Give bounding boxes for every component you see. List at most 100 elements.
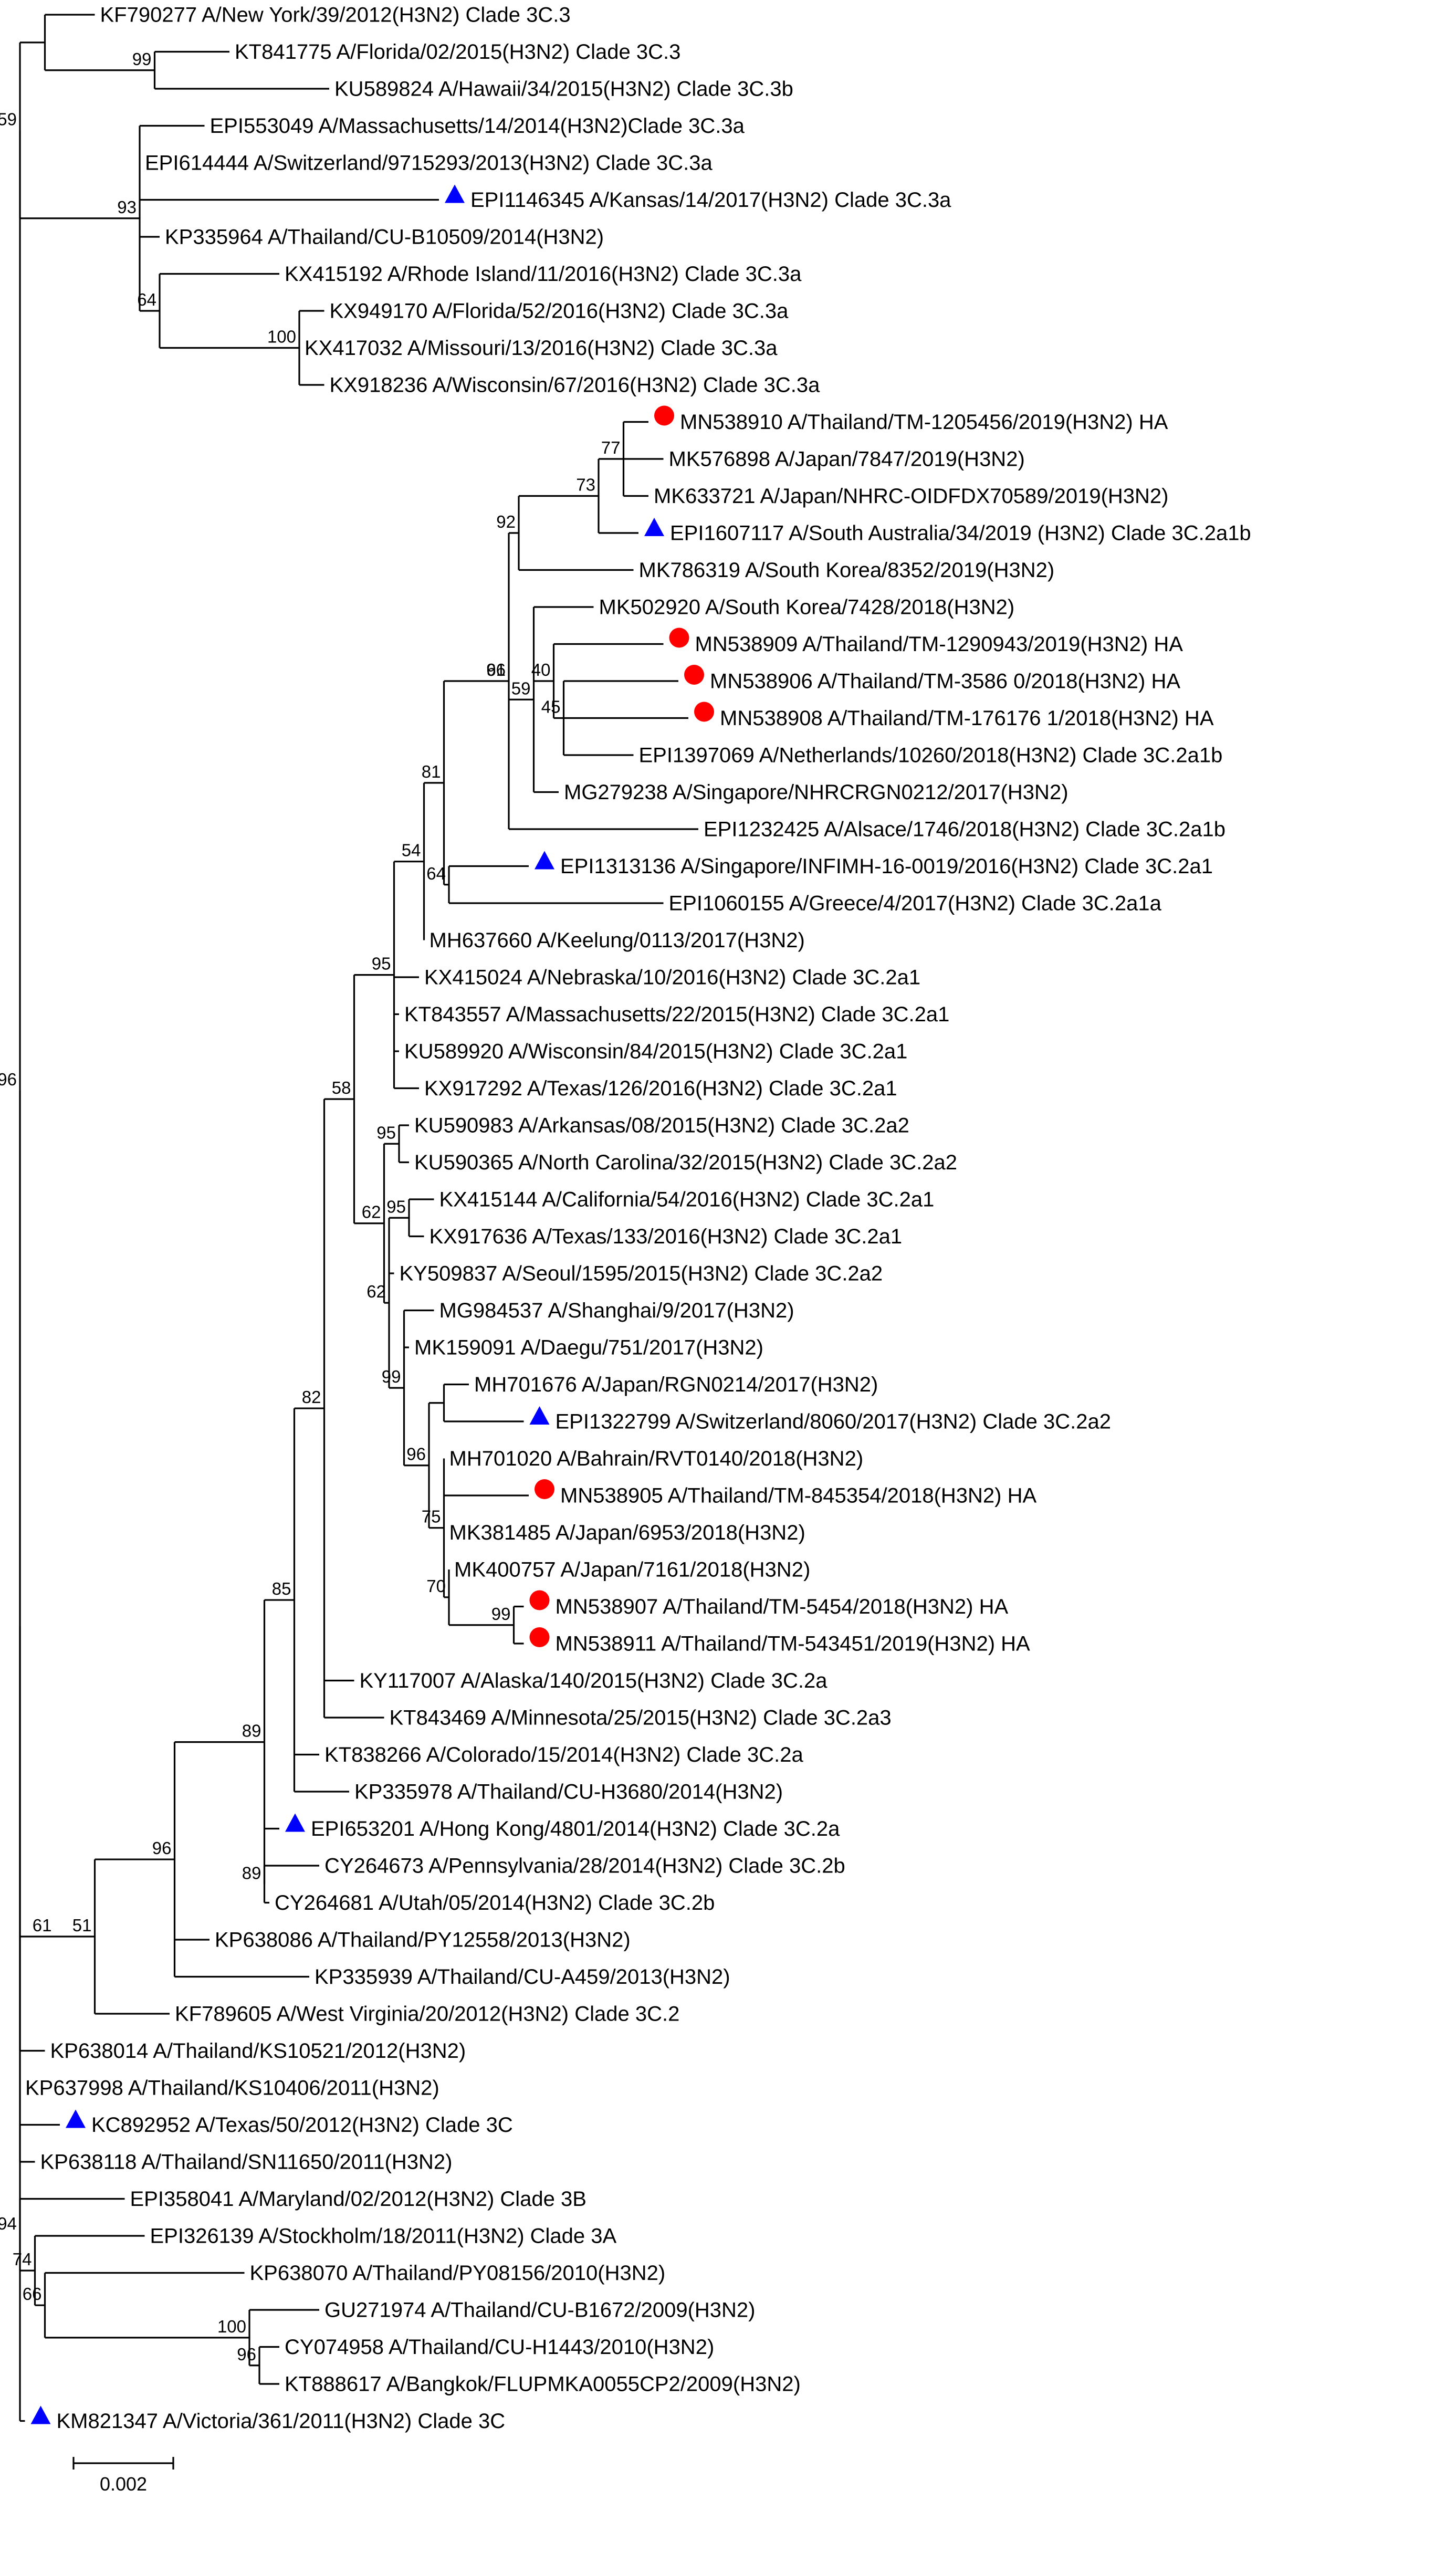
bootstrap-value: 94	[0, 2214, 17, 2233]
leaf-label: MK381485 A/Japan/6953/2018(H3N2)	[449, 1521, 805, 1544]
bootstrap-value: 96	[0, 1070, 17, 1089]
leaf-label: MN538911 A/Thailand/TM-543451/2019(H3N2)…	[556, 1633, 1031, 1656]
bootstrap-value: 99	[382, 1367, 401, 1386]
bootstrap-value: 96	[486, 660, 506, 679]
leaf-label: MN538905 A/Thailand/TM-845354/2018(H3N2)…	[560, 1484, 1036, 1508]
bootstrap-value: 59	[0, 109, 17, 129]
bootstrap-value: 82	[302, 1387, 321, 1407]
leaf-label: KU589824 A/Hawaii/34/2015(H3N2) Clade 3C…	[334, 78, 793, 101]
leaf-label: KP638118 A/Thailand/SN11650/2011(H3N2)	[40, 2151, 453, 2174]
leaf-label: KF790277 A/New York/39/2012(H3N2) Clade …	[100, 4, 571, 27]
bootstrap-value: 85	[272, 1579, 291, 1598]
leaf-label: EPI1313136 A/Singapore/INFIMH-16-0019/20…	[560, 855, 1213, 878]
leaf-label: MK576898 A/Japan/7847/2019(H3N2)	[669, 448, 1025, 471]
leaf-label: KX917636 A/Texas/133/2016(H3N2) Clade 3C…	[430, 1225, 903, 1248]
leaf-label: MN538907 A/Thailand/TM-5454/2018(H3N2) H…	[556, 1595, 1009, 1618]
leaf-label: KP638086 A/Thailand/PY12558/2013(H3N2)	[215, 1929, 631, 1952]
reference-strain-marker-icon	[535, 851, 554, 870]
leaf-label: MH701676 A/Japan/RGN0214/2017(H3N2)	[474, 1373, 878, 1396]
study-sequence-marker-icon	[529, 1627, 550, 1647]
bootstrap-value: 64	[426, 864, 446, 883]
leaf-label: EPI614444 A/Switzerland/9715293/2013(H3N…	[145, 152, 713, 175]
leaf-label: KU590365 A/North Carolina/32/2015(H3N2) …	[414, 1151, 957, 1174]
leaf-label: KT841775 A/Florida/02/2015(H3N2) Clade 3…	[235, 40, 680, 64]
bootstrap-value: 73	[576, 475, 595, 495]
leaf-label: KT888617 A/Bangkok/FLUPMKA0055CP2/2009(H…	[285, 2373, 801, 2396]
bootstrap-value: 51	[72, 1916, 92, 1935]
leaf-label: EPI1146345 A/Kansas/14/2017(H3N2) Clade …	[470, 189, 951, 212]
leaf-label: KX917292 A/Texas/126/2016(H3N2) Clade 3C…	[424, 1077, 897, 1100]
leaf-label: MH637660 A/Keelung/0113/2017(H3N2)	[430, 929, 805, 952]
leaf-label: KX415024 A/Nebraska/10/2016(H3N2) Clade …	[424, 966, 920, 989]
study-sequence-marker-icon	[535, 1479, 554, 1499]
reference-strain-marker-icon	[445, 184, 465, 203]
study-sequence-marker-icon	[694, 702, 714, 722]
leaf-label: EPI1232425 A/Alsace/1746/2018(H3N2) Clad…	[704, 818, 1225, 841]
leaf-label: EPI1322799 A/Switzerland/8060/2017(H3N2)…	[556, 1410, 1111, 1434]
leaf-label: MK786319 A/South Korea/8352/2019(H3N2)	[639, 559, 1055, 582]
bootstrap-value: 77	[601, 438, 621, 457]
leaf-label: KX415144 A/California/54/2016(H3N2) Clad…	[439, 1188, 935, 1211]
bootstrap-value: 100	[267, 327, 296, 347]
leaf-label: EPI553049 A/Massachusetts/14/2014(H3N2)C…	[210, 114, 745, 138]
leaf-label: MN538908 A/Thailand/TM-176176 1/2018(H3N…	[720, 707, 1214, 730]
leaf-label: MK400757 A/Japan/7161/2018(H3N2)	[454, 1558, 810, 1582]
leaf-label: EPI1397069 A/Netherlands/10260/2018(H3N2…	[639, 744, 1223, 767]
leaf-label: MK633721 A/Japan/NHRC-OIDFDX70589/2019(H…	[654, 485, 1169, 508]
bootstrap-value: 70	[426, 1576, 446, 1596]
leaf-label: KT838266 A/Colorado/15/2014(H3N2) Clade …	[324, 1743, 803, 1766]
leaf-label: KP335939 A/Thailand/CU-A459/2013(H3N2)	[315, 1965, 730, 1989]
bootstrap-value: 81	[422, 762, 441, 781]
bootstrap-value: 75	[422, 1507, 441, 1526]
bootstrap-value: 95	[376, 1123, 396, 1142]
scale-bar: 0.002	[72, 2457, 174, 2495]
reference-strain-marker-icon	[30, 2405, 51, 2424]
bootstrap-value: 66	[23, 2284, 42, 2304]
study-sequence-marker-icon	[684, 665, 704, 685]
bootstrap-value: 59	[511, 678, 531, 698]
reference-strain-marker-icon	[529, 1406, 550, 1425]
bootstrap-value: 99	[132, 49, 152, 69]
leaf-label: KP638014 A/Thailand/KS10521/2012(H3N2)	[50, 2039, 466, 2063]
leaf-label: MN538906 A/Thailand/TM-3586 0/2018(H3N2)…	[710, 670, 1180, 693]
leaf-label: KX417032 A/Missouri/13/2016(H3N2) Clade …	[305, 337, 778, 360]
bootstrap-value: 54	[402, 841, 421, 860]
leaf-label: EPI1060155 A/Greece/4/2017(H3N2) Clade 3…	[669, 892, 1162, 915]
leaf-label: MH701020 A/Bahrain/RVT0140/2018(H3N2)	[449, 1447, 864, 1470]
leaf-label: MK159091 A/Daegu/751/2017(H3N2)	[414, 1336, 763, 1359]
tree-branches	[19, 14, 698, 2422]
leaf-label: GU271974 A/Thailand/CU-B1672/2009(H3N2)	[324, 2299, 756, 2322]
leaf-label: CY264673 A/Pennsylvania/28/2014(H3N2) Cl…	[324, 1855, 845, 1878]
bootstrap-value: 74	[13, 2249, 32, 2269]
leaf-label: MG984537 A/Shanghai/9/2017(H3N2)	[439, 1299, 794, 1322]
leaf-label: KC892952 A/Texas/50/2012(H3N2) Clade 3C	[91, 2113, 513, 2137]
bootstrap-value: 96	[152, 1838, 172, 1858]
leaf-label: CY074958 A/Thailand/CU-H1443/2010(H3N2)	[285, 2336, 714, 2359]
leaf-label: MN538909 A/Thailand/TM-1290943/2019(H3N2…	[695, 633, 1183, 656]
reference-strain-marker-icon	[66, 2109, 86, 2128]
bootstrap-value: 96	[406, 1445, 426, 1464]
reference-strain-marker-icon	[644, 518, 664, 536]
leaf-labels: KF790277 A/New York/39/2012(H3N2) Clade …	[25, 4, 1251, 2433]
leaf-label: MG279238 A/Singapore/NHRCRGN0212/2017(H3…	[564, 781, 1069, 804]
study-sequence-marker-icon	[529, 1590, 550, 1610]
bootstrap-value: 95	[386, 1197, 406, 1216]
leaf-label: EPI358041 A/Maryland/02/2012(H3N2) Clade…	[130, 2188, 586, 2211]
bootstrap-value: 93	[117, 197, 137, 217]
leaf-label: KT843557 A/Massachusetts/22/2015(H3N2) C…	[404, 1003, 949, 1026]
bootstrap-value: 64	[137, 290, 156, 309]
reference-strain-marker-icon	[285, 1813, 305, 1832]
study-sequence-marker-icon	[669, 627, 689, 648]
scale-bar-label: 0.002	[100, 2473, 147, 2495]
bootstrap-value: 89	[242, 1721, 261, 1741]
leaf-label: CY264681 A/Utah/05/2014(H3N2) Clade 3C.2…	[275, 1891, 715, 1914]
leaf-label: KT843469 A/Minnesota/25/2015(H3N2) Clade…	[390, 1707, 892, 1730]
leaf-label: KX949170 A/Florida/52/2016(H3N2) Clade 3…	[330, 300, 789, 323]
leaf-label: KP637998 A/Thailand/KS10406/2011(H3N2)	[25, 2077, 439, 2100]
leaf-label: KP335964 A/Thailand/CU-B10509/2014(H3N2)	[165, 226, 604, 249]
leaf-label: KU590983 A/Arkansas/08/2015(H3N2) Clade …	[414, 1114, 909, 1137]
bootstrap-value: 96	[237, 2345, 256, 2364]
bootstrap-value: 58	[332, 1078, 351, 1097]
